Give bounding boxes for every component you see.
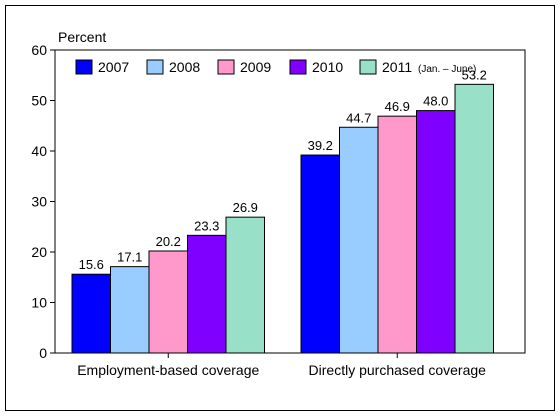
- legend-label: 2011: [382, 59, 412, 75]
- data-label: 48.0: [423, 94, 448, 109]
- bar-2007-1: [300, 154, 340, 354]
- data-label: 46.9: [385, 99, 410, 114]
- y-tick-label: 40: [31, 143, 47, 159]
- data-label: 39.2: [308, 138, 333, 153]
- legend-swatch-2010: [289, 59, 307, 75]
- legend-label: 2007: [98, 59, 129, 75]
- y-tick-label: 60: [31, 42, 47, 58]
- legend-swatch-2007: [75, 59, 93, 75]
- y-tick-label: 10: [31, 295, 47, 311]
- bar-2008-1: [339, 126, 379, 354]
- bar-2010-0: [187, 234, 227, 354]
- data-label: 53.2: [462, 67, 487, 82]
- data-label: 20.2: [156, 234, 181, 249]
- bar-2011-1: [454, 83, 494, 354]
- y-tick-label: 0: [39, 345, 47, 361]
- bar-2007-0: [71, 273, 111, 354]
- chart-frame: Percent 0 10 20 30 40 50 60 15.6 17.1 20.2 23.3 26.9…: [5, 5, 555, 411]
- legend-label: 2009: [240, 59, 271, 75]
- legend-note: (Jan. – June): [418, 64, 476, 75]
- x-category-label: Employment-based coverage: [77, 362, 259, 378]
- legend-label: 2010: [312, 59, 343, 75]
- bar-2009-1: [377, 115, 417, 354]
- data-label: 23.3: [194, 218, 219, 233]
- y-axis-label: Percent: [58, 29, 106, 45]
- bar-2009-0: [148, 250, 188, 354]
- bar-2011-0: [225, 216, 265, 354]
- legend-swatch-2008: [146, 59, 164, 75]
- legend-swatch-2011: [359, 59, 377, 75]
- y-tick-label: 50: [31, 93, 47, 109]
- y-tick-label: 30: [31, 194, 47, 210]
- legend-label: 2008: [169, 59, 200, 75]
- y-tick-label: 20: [31, 244, 47, 260]
- data-label: 15.6: [79, 257, 104, 272]
- data-label: 26.9: [233, 200, 258, 215]
- data-label: 17.1: [117, 250, 142, 265]
- data-label: 44.7: [346, 110, 371, 125]
- x-category-label: Directly purchased coverage: [309, 362, 487, 378]
- legend-swatch-2009: [217, 59, 235, 75]
- bar-2008-0: [110, 266, 150, 354]
- bar-2010-1: [416, 110, 456, 354]
- bar-chart: Percent 0 10 20 30 40 50 60 15.6 17.1 20.2 23.3 26.9…: [31, 29, 526, 378]
